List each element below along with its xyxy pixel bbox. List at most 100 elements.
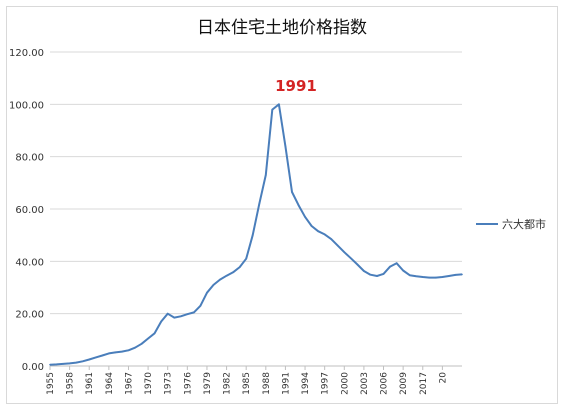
x-tick-label: 2009 [399,372,409,395]
data-point [147,337,149,340]
chart-title: 日本住宅土地价格指数 [197,18,367,38]
gridlines [50,51,462,367]
data-point [153,332,156,335]
y-tick-label: 20.00 [15,310,44,321]
data-point [448,275,450,277]
data-point [75,361,77,364]
data-point [212,284,215,286]
x-tick-label: 2017 [419,372,429,395]
data-point [88,358,90,361]
data-point [55,363,58,366]
x-tick-label: 2006 [380,372,390,395]
data-point [408,274,411,277]
data-point [258,203,261,205]
x-tick-label: 1979 [203,372,213,395]
y-tick-label: 80.00 [15,153,44,164]
data-point [402,269,404,272]
data-point [389,265,391,268]
data-point [238,266,241,268]
series-line [49,103,463,366]
data-point [193,311,195,314]
data-point [95,356,97,359]
legend: 六大都市 [476,217,546,231]
data-point [199,305,202,307]
data-point [62,363,64,365]
data-point [382,273,385,275]
data-point [265,174,267,176]
data-point [356,263,359,266]
x-tick-label: 2003 [360,372,370,395]
data-point [140,343,143,345]
data-point [101,354,104,357]
data-point [251,234,254,236]
x-tick-label: 1964 [105,372,115,395]
data-point [127,349,130,352]
data-point [350,257,352,260]
data-point [166,312,169,315]
data-point [376,275,378,277]
data-point [395,262,398,265]
data-point [219,278,221,281]
x-tick-label: 1997 [321,372,331,395]
peak-year-annotation: 1991 [275,77,317,95]
data-point [369,273,372,276]
data-point [317,230,319,232]
data-point [435,276,437,279]
x-tick-label: 1988 [262,372,272,395]
y-tick-label: 120.00 [9,48,44,59]
x-tick-label: 1994 [301,372,311,395]
x-axis-tick-labels: 1955 1958 1961 1964 1967 1970 1973 1976 1979 1982… [46,372,448,395]
data-point [363,270,365,272]
data-point [428,276,431,279]
x-tick-label: 1991 [281,372,291,395]
data-point [81,360,84,363]
x-tick-label: 1976 [183,372,193,395]
data-point [160,320,162,323]
y-axis-tick-labels: 0.00 20.00 40.00 60.00 80.00 100.00 120.00 [9,48,44,373]
y-tick-label: 60.00 [15,205,44,216]
data-point [297,204,300,206]
x-tick-label: 1970 [144,372,154,395]
data-point [206,291,208,294]
data-point [330,238,333,240]
y-tick-label: 0.00 [22,362,44,373]
y-tick-label: 100.00 [9,100,44,111]
x-tick-label: 1985 [242,372,252,395]
data-point [271,108,274,111]
data-point [336,244,339,247]
data-point [186,313,189,316]
y-tick-label: 40.00 [15,257,44,268]
data-point [173,316,176,319]
x-tick-label: 1955 [46,372,56,395]
data-point [415,275,418,278]
data-point [278,103,280,106]
legend-label: 六大都市 [502,217,546,231]
data-point [108,352,110,355]
data-point [68,362,71,365]
x-tick-label: 20 [438,372,448,384]
x-tick-label: 1961 [85,372,95,395]
series-lines [49,103,463,366]
data-point [454,274,457,276]
data-point [114,351,117,354]
data-point [441,276,444,278]
data-point [422,276,424,278]
data-point [49,363,51,366]
data-point [304,216,306,218]
x-tick-label: 1973 [164,372,174,395]
x-tick-label: 1982 [223,372,233,395]
x-tick-label: 2000 [340,372,350,395]
data-point [232,271,234,274]
data-point [310,225,313,227]
x-tick-label: 1967 [124,372,134,395]
data-point [461,273,463,276]
x-tick-label: 1958 [66,372,76,395]
chart-frame [6,6,558,404]
data-point [121,350,123,353]
data-point [134,346,136,349]
data-point [291,191,293,193]
x-axis [49,365,462,370]
data-point [343,251,346,253]
data-point [245,257,247,260]
